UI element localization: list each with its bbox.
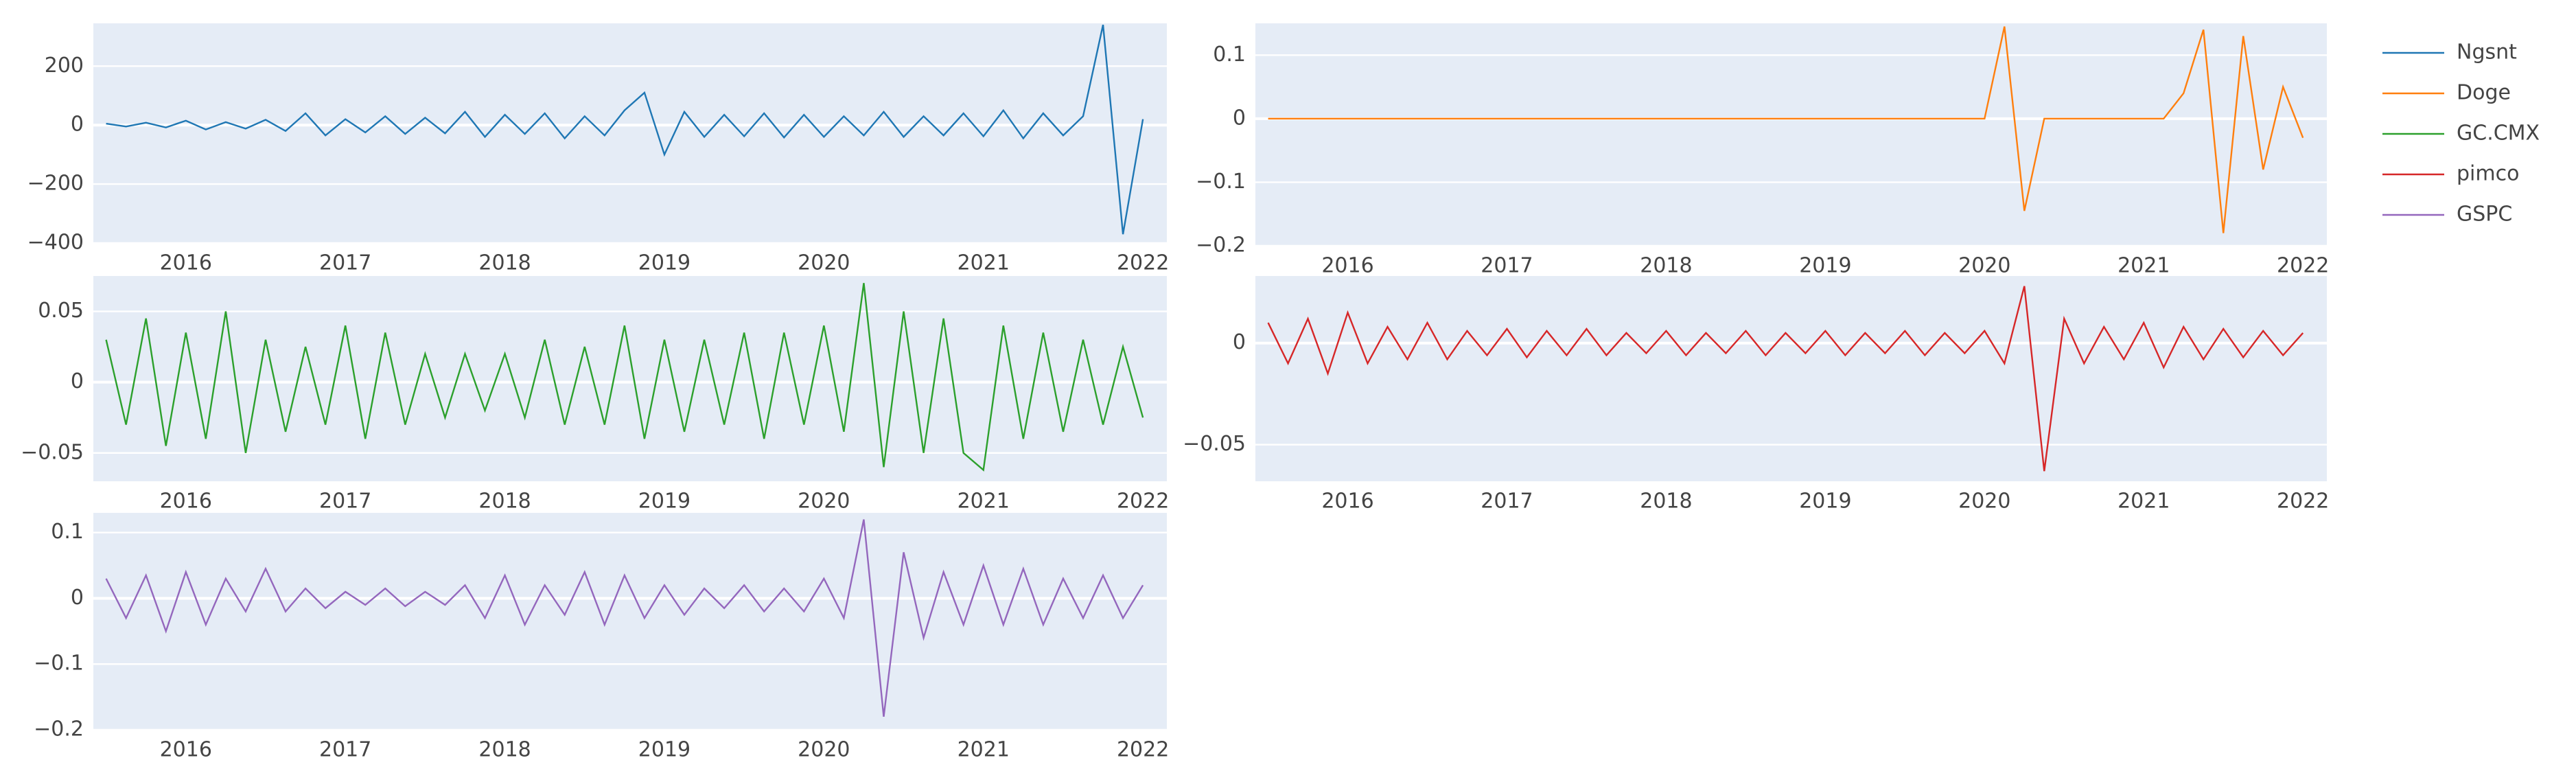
subplot: −0.05 0 0.05 2016 2017 2018 2019 2020 2021 2022: [21, 276, 1169, 514]
x-tick-label: 2020: [1958, 490, 2010, 514]
y-tick-label: −400: [27, 231, 84, 255]
y-tick-label: 0: [71, 369, 84, 393]
x-tick-label: 2019: [1799, 254, 1851, 278]
series-line: [106, 24, 1144, 235]
x-tick-label: 2021: [958, 251, 1010, 275]
series-line: [105, 283, 1144, 472]
legend: Ngsnt Doge GC.CMX pimco GSPC: [2382, 41, 2540, 227]
x-tick-label: 2022: [1117, 251, 1169, 275]
x-tick-label: 2020: [798, 738, 850, 762]
x-tick-label: 2018: [1640, 490, 1692, 514]
x-tick-label: 2020: [1958, 254, 2010, 278]
plot-background: [1255, 276, 2327, 481]
y-tick-label: −0.1: [34, 652, 84, 676]
y-tick-label: 0: [71, 113, 84, 137]
plot-background: [93, 23, 1167, 243]
x-tick-label: 2018: [478, 251, 531, 275]
x-tick-label: 2022: [2277, 490, 2329, 514]
x-tick-label: 2018: [478, 490, 531, 514]
y-tick-label: 200: [45, 54, 84, 78]
x-tick-label: 2018: [1640, 254, 1692, 278]
x-tick-label: 2020: [798, 251, 850, 275]
subplot: −0.05 0 2016 2017 2018 2019 2020 2021 2022: [1183, 276, 2329, 514]
x-tick-label: 2017: [319, 738, 371, 762]
y-tick-label: −200: [27, 172, 84, 196]
subplot: −0.2 −0.1 0 0.1 2016 2017 2018 2019 2020 2021 2022: [34, 513, 1169, 762]
series-line: [1268, 26, 2304, 233]
x-tick-label: 2021: [958, 738, 1010, 762]
plot-background: [93, 276, 1167, 481]
x-tick-label: 2017: [1481, 490, 1533, 514]
y-tick-label: 0: [71, 586, 84, 610]
series-line: [1267, 286, 2304, 472]
x-tick-label: 2019: [638, 490, 691, 514]
x-tick-label: 2021: [958, 490, 1010, 514]
x-tick-label: 2021: [2117, 490, 2170, 514]
y-tick-label: −0.2: [34, 717, 84, 741]
x-tick-label: 2016: [160, 251, 212, 275]
y-tick-label: −0.2: [1196, 233, 1246, 257]
x-tick-label: 2017: [1481, 254, 1533, 278]
legend-label: GSPC: [2457, 203, 2512, 227]
subplot: −0.2 −0.1 0 0.1 2016 2017 2018 2019 2020 2021 2022: [1196, 23, 2329, 278]
x-tick-label: 2016: [160, 738, 212, 762]
legend-label: GC.CMX: [2457, 122, 2540, 146]
legend-label: Ngsnt: [2457, 41, 2517, 65]
y-tick-label: 0.05: [38, 299, 84, 323]
plot-background: [1255, 23, 2327, 246]
y-tick-label: 0.1: [51, 520, 84, 544]
x-tick-label: 2020: [798, 490, 850, 514]
x-tick-label: 2017: [319, 490, 371, 514]
x-tick-label: 2016: [160, 490, 212, 514]
legend-label: Doge: [2457, 81, 2511, 105]
series-line: [105, 519, 1144, 717]
y-tick-label: 0: [1233, 106, 1246, 130]
x-tick-label: 2016: [1321, 490, 1373, 514]
y-tick-label: −0.1: [1196, 170, 1246, 194]
y-tick-label: −0.05: [21, 440, 84, 464]
y-tick-label: 0: [1233, 330, 1246, 354]
x-tick-label: 2016: [1321, 254, 1373, 278]
x-tick-label: 2022: [2277, 254, 2329, 278]
x-tick-label: 2019: [1799, 490, 1851, 514]
x-tick-label: 2022: [1117, 738, 1169, 762]
x-tick-label: 2021: [2117, 254, 2170, 278]
x-tick-label: 2019: [638, 251, 691, 275]
y-tick-label: −0.05: [1183, 432, 1246, 456]
y-tick-label: 0.1: [1213, 43, 1246, 67]
x-tick-label: 2017: [319, 251, 371, 275]
plot-background: [93, 513, 1167, 730]
x-tick-label: 2018: [478, 738, 531, 762]
x-tick-label: 2022: [1117, 490, 1169, 514]
subplot: −400 −200 0 200 2016 2017 2018 2019 2020 2021 2022: [27, 23, 1169, 275]
x-tick-label: 2019: [638, 738, 691, 762]
legend-label: pimco: [2457, 162, 2519, 186]
